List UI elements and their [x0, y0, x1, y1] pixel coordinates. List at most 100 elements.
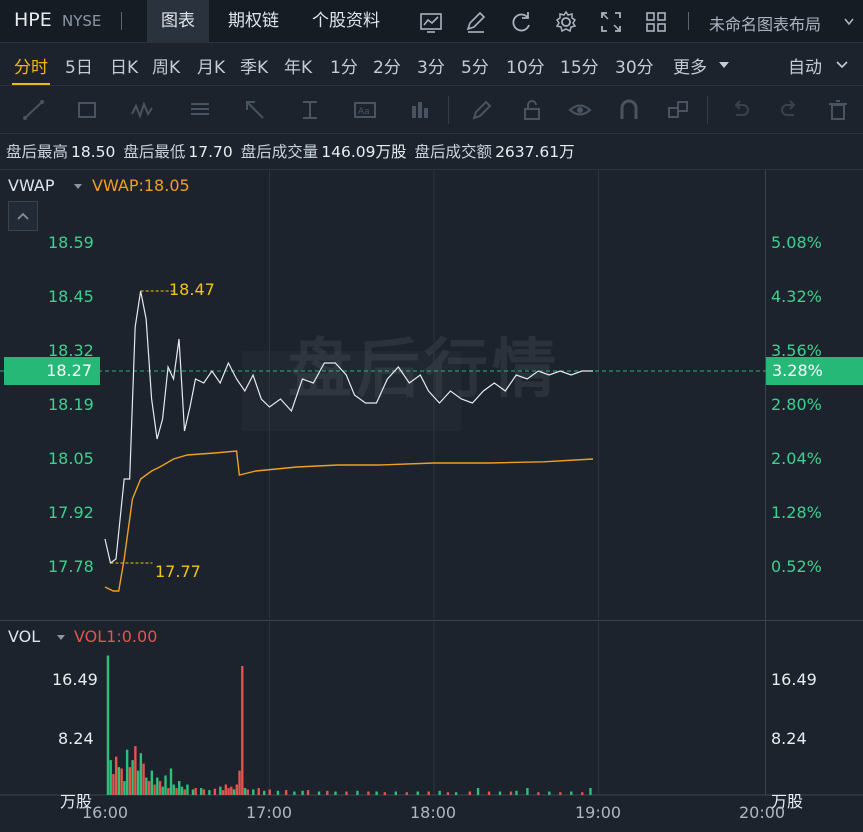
refresh-icon[interactable] — [508, 9, 534, 35]
collapse-panel-button[interactable] — [8, 201, 38, 231]
undo-icon[interactable] — [728, 98, 752, 122]
volume-bar — [238, 770, 241, 795]
volume-bar — [109, 760, 112, 795]
volume-bar — [383, 792, 387, 795]
fib-tool-icon[interactable] — [188, 98, 212, 122]
ah-low-value: 17.70 — [188, 143, 233, 161]
volume-bar — [112, 774, 115, 795]
price-line — [104, 290, 594, 565]
indicator-icon[interactable] — [418, 9, 444, 35]
volume-bar — [194, 788, 197, 795]
period-daily[interactable]: 日K — [110, 58, 139, 78]
bar-pattern-icon[interactable] — [408, 98, 432, 122]
period-monthly[interactable]: 月K — [197, 58, 226, 78]
eye-icon[interactable] — [568, 98, 592, 122]
layout-name-dropdown[interactable]: 未命名图表布局 — [709, 15, 822, 34]
volume-bar — [134, 746, 137, 795]
period-weekly[interactable]: 周K — [152, 58, 181, 78]
active-period-indicator — [12, 83, 50, 85]
volume-bar — [139, 753, 143, 795]
volume-bar — [142, 763, 145, 795]
tab-stock-profile[interactable]: 个股资料 — [312, 11, 380, 31]
arrow-tool-icon[interactable] — [243, 98, 267, 122]
period-5min[interactable]: 5分 — [461, 58, 489, 78]
percent-axis-tick: 3.56% — [771, 341, 822, 360]
scale-mode-dropdown[interactable]: 自动 — [788, 58, 822, 78]
tab-options-chain[interactable]: 期权链 — [228, 11, 279, 31]
rectangle-tool-icon[interactable] — [75, 98, 99, 122]
fullscreen-icon[interactable] — [598, 9, 624, 35]
line-tool-icon[interactable] — [22, 98, 46, 122]
percent-axis-tick: 1.28% — [771, 503, 822, 522]
period-2min[interactable]: 2分 — [373, 58, 401, 78]
price-indicator-name[interactable]: VWAP — [8, 176, 55, 195]
volume-bar — [153, 784, 156, 795]
trash-icon[interactable] — [826, 98, 850, 122]
max-price-label: 18.47 — [169, 280, 215, 299]
volume-bar — [476, 788, 480, 795]
percent-axis-tick: 2.04% — [771, 449, 822, 468]
time-label: 19:00 — [575, 803, 622, 822]
volume-bar — [345, 791, 348, 795]
period-30min[interactable]: 30分 — [615, 58, 654, 78]
volume-bar — [125, 749, 129, 795]
volume-bar — [263, 790, 266, 795]
period-quarterly[interactable]: 季K — [240, 58, 269, 78]
wave-tool-icon[interactable] — [130, 98, 154, 122]
after-hours-stats: 盘后最高 18.50 盘后最低 17.70 盘后成交量 146.09万股 盘后成交额 2637… — [6, 140, 583, 162]
vol-unit-right: 万股 — [771, 792, 804, 811]
volume-bar — [120, 768, 123, 795]
volume-bar — [221, 790, 225, 795]
volume-bar — [224, 784, 228, 795]
volume-bar — [276, 790, 280, 795]
ah-volume-label: 盘后成交量 — [240, 143, 319, 161]
volume-bar — [183, 789, 186, 795]
volume-bar — [167, 788, 170, 795]
scale-mode-chevron-icon[interactable] — [836, 61, 848, 69]
volume-dropdown-icon[interactable] — [56, 634, 66, 641]
svg-text:Aa: Aa — [358, 107, 370, 117]
top-bar: HPE NYSE 图表 期权链 个股资料 未命名图表布局 — [0, 0, 863, 43]
volume-bar — [548, 791, 551, 795]
settings-icon[interactable] — [553, 9, 579, 35]
price-axis-tick: 18.19 — [48, 395, 94, 414]
volume-bar — [227, 788, 230, 795]
period-yearly[interactable]: 年K — [284, 58, 313, 78]
draw-icon[interactable] — [463, 9, 489, 35]
group-icon[interactable] — [666, 98, 690, 122]
period-more[interactable]: 更多 — [673, 58, 707, 78]
more-dropdown-icon[interactable] — [718, 61, 730, 69]
vwap-line — [104, 450, 594, 592]
measure-tool-icon[interactable] — [298, 98, 322, 122]
volume-bar — [114, 756, 118, 795]
period-5d[interactable]: 5日 — [65, 58, 93, 78]
period-1min[interactable]: 1分 — [330, 58, 358, 78]
magnet-icon[interactable] — [617, 98, 641, 122]
chevron-down-icon[interactable] — [843, 17, 855, 27]
volume-bar — [416, 791, 419, 795]
brush-icon[interactable] — [470, 98, 494, 122]
redo-icon[interactable] — [778, 98, 802, 122]
period-10min[interactable]: 10分 — [506, 58, 545, 78]
tab-chart[interactable]: 图表 — [147, 0, 209, 43]
volume-bar — [147, 781, 151, 795]
current-percent-badge: 3.28% — [766, 357, 863, 385]
period-15min[interactable]: 15分 — [560, 58, 599, 78]
period-3min[interactable]: 3分 — [417, 58, 445, 78]
divider — [448, 96, 449, 124]
indicator-dropdown-icon[interactable] — [73, 183, 83, 190]
lock-icon[interactable] — [520, 98, 544, 122]
ah-amount-value: 2637.61万 — [495, 143, 575, 161]
volume-bar — [526, 788, 529, 795]
layout-grid-icon[interactable] — [643, 9, 669, 35]
percent-axis-tick: 4.32% — [771, 287, 822, 306]
volume-bar — [106, 655, 110, 795]
period-intraday[interactable]: 分时 — [14, 58, 48, 78]
volume-bar — [136, 770, 140, 795]
text-tool-icon[interactable]: Aa — [353, 98, 377, 122]
drawing-toolbar: Aa — [0, 86, 863, 134]
volume-bar — [446, 792, 450, 795]
volume-indicator-name[interactable]: VOL — [8, 627, 41, 646]
volume-bar — [498, 791, 502, 795]
